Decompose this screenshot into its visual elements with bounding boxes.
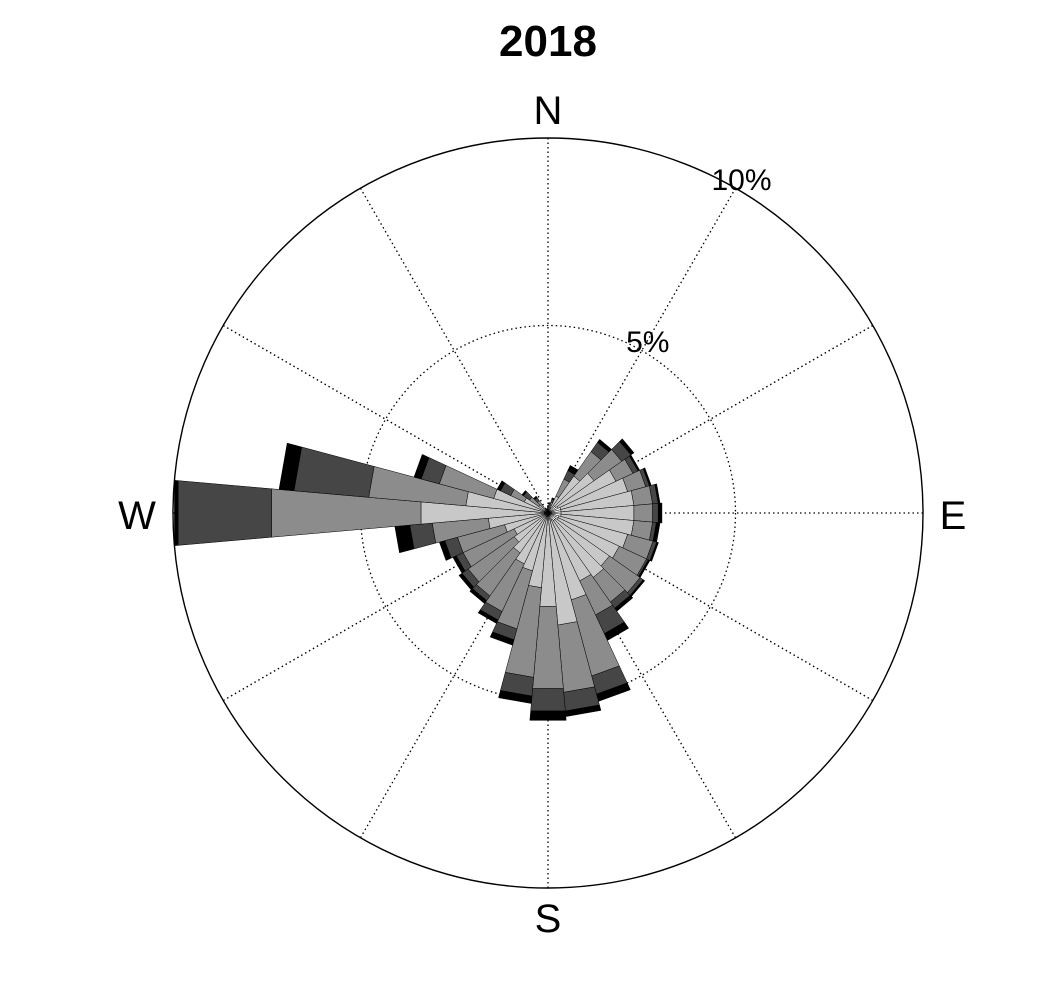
radial-tick-label: 5% [626, 326, 669, 359]
wind-bar-segment [530, 711, 566, 720]
wind-bar-segment [634, 504, 653, 522]
wind-bar-segment [653, 503, 659, 522]
chart-title: 2018 [499, 17, 597, 66]
wind-bar-segment [410, 523, 436, 549]
wind-bar-segment [174, 480, 178, 545]
radial-tick-label: 10% [711, 164, 771, 197]
compass-label-w: W [118, 494, 156, 538]
compass-label-n: N [534, 89, 563, 133]
wind-bars [174, 439, 662, 721]
compass-label-e: E [940, 494, 967, 538]
wind-bar-segment [658, 503, 662, 523]
wind-bar-segment [178, 481, 271, 546]
wind-bar-segment [547, 509, 548, 510]
grid-spoke [361, 188, 549, 513]
wind-bar-segment [531, 689, 566, 711]
wind-bar-segment [294, 447, 374, 497]
compass-label-s: S [535, 897, 562, 941]
